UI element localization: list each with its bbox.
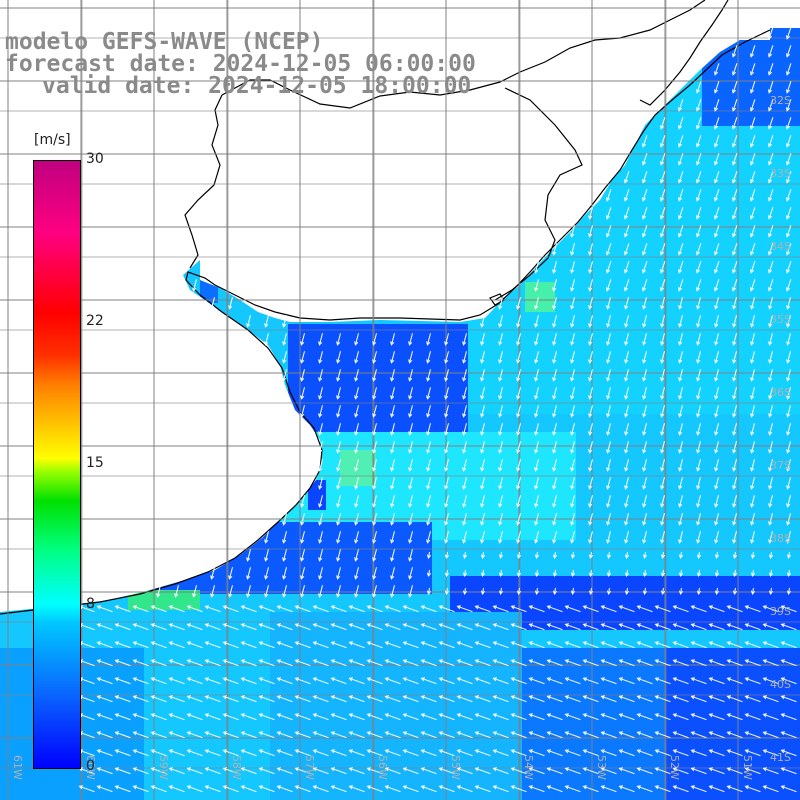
forecast-date: forecast date: 2024-12-05 06:00:00 [5, 51, 476, 77]
lat-label: 37S [770, 459, 791, 472]
lon-label: 58W [230, 755, 243, 780]
valid-date: valid date: 2024-12-05 18:00:00 [42, 73, 472, 99]
lon-label: 52W [668, 755, 681, 780]
lon-label: 51W [741, 755, 754, 780]
lat-label: 38S [770, 532, 791, 545]
lon-label: 54W [522, 755, 535, 780]
latitude-labels: 32S 33S 34S 35S 36S 37S 38S 39S 40S 41S [770, 94, 791, 764]
lat-label: 34S [770, 240, 791, 253]
longitude-labels: 61W 60W 59W 58W 57W 56W 55W 54W 53W 52W 51W [11, 755, 754, 780]
colorbar-tick-label: 0 [86, 758, 95, 774]
lon-label: 57W [303, 755, 316, 780]
colorbar-unit: [m/s] [34, 132, 71, 148]
lat-label: 36S [770, 386, 791, 399]
lon-label: 61W [11, 755, 24, 780]
lon-label: 60W [84, 755, 97, 780]
colorbar-tick-label: 15 [86, 454, 104, 471]
lon-label: 55W [449, 755, 462, 780]
lat-label: 41S [770, 751, 791, 764]
lon-label: 59W [157, 755, 170, 780]
colorbar [33, 160, 81, 769]
colorbar-tick-label: 8 [86, 596, 95, 613]
lat-label: 35S [770, 313, 791, 326]
lon-label: 56W [376, 755, 389, 780]
land-mask [0, 0, 800, 612]
lat-label: 32S [770, 94, 791, 107]
lat-label: 40S [770, 678, 791, 691]
wind-arrows [78, 27, 797, 793]
lon-label: 53W [595, 755, 608, 780]
lat-label: 39S [770, 605, 791, 618]
lat-label: 33S [770, 167, 791, 180]
colorbar-tick-label: 30 [86, 151, 104, 167]
model-title: modelo GEFS-WAVE (NCEP) [5, 29, 324, 55]
colorbar-tick-label: 22 [86, 312, 104, 329]
